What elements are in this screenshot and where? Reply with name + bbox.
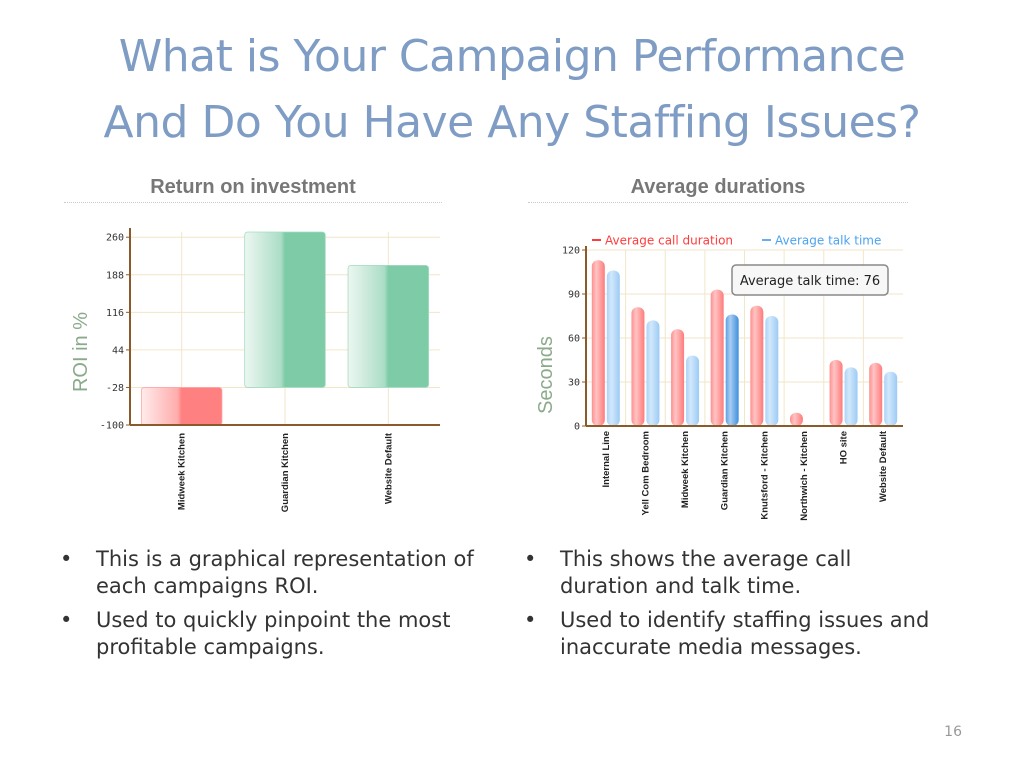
- legend-entry: Average call duration: [605, 234, 733, 248]
- durations-bar: [725, 314, 739, 426]
- bullet-icon: •: [60, 608, 73, 632]
- durations-category-label: Website Default: [878, 430, 889, 502]
- bullet-text: This shows the average call duration and…: [560, 547, 852, 598]
- durations-bullet-list: • This shows the average call duration an…: [520, 546, 940, 668]
- page-number: 16: [944, 724, 962, 740]
- durations-bar: [765, 316, 779, 426]
- durations-bar: [750, 305, 764, 426]
- roi-tick-label: -28: [106, 383, 124, 394]
- roi-tick-label: 116: [106, 308, 124, 319]
- durations-bar: [844, 367, 858, 426]
- slide-title-line-2: And Do You Have Any Staffing Issues?: [103, 97, 921, 148]
- roi-tick-label: 44: [112, 345, 124, 356]
- durations-tick-label: 90: [568, 290, 580, 301]
- slide-title: What is Your Campaign Performance And Do…: [0, 24, 1024, 156]
- roi-category-label: Website Default: [383, 432, 394, 504]
- tooltip-box: [731, 264, 889, 296]
- durations-bar: [671, 329, 685, 426]
- bullet-icon: •: [524, 608, 537, 632]
- durations-bar: [710, 289, 724, 426]
- durations-category-label: Knutsford - Kitchen: [759, 431, 770, 520]
- durations-bar: [789, 412, 803, 426]
- durations-bar: [591, 260, 605, 426]
- bullet-item: • Used to quickly pinpoint the most profi…: [56, 607, 476, 661]
- durations-tick-label: 0: [574, 422, 580, 433]
- durations-tooltip: Average talk time: 76: [731, 264, 889, 296]
- bullet-text: Used to quickly pinpoint the most profit…: [96, 608, 451, 659]
- roi-tick-label: 260: [106, 233, 124, 244]
- bullet-item: • This shows the average call duration an…: [520, 546, 940, 600]
- durations-bar: [646, 320, 660, 426]
- durations-category-label: Yell Com Bedroom: [640, 431, 651, 515]
- roi-category-label: Midweek Kitchen: [177, 433, 188, 510]
- bullet-icon: •: [60, 547, 73, 571]
- bullet-text: This is a graphical representation of ea…: [96, 547, 474, 598]
- roi-tick-label: -100: [100, 421, 124, 432]
- durations-bar: [606, 270, 620, 426]
- durations-tick-label: 30: [568, 378, 580, 389]
- roi-chart: Midweek Kitchen Guardian Kitchen Website D…: [70, 228, 440, 512]
- roi-tick-label: 188: [106, 270, 124, 281]
- roi-bar: [347, 264, 430, 388]
- tooltip-text: Average talk time: 76: [740, 274, 880, 289]
- roi-category-label: Guardian Kitchen: [280, 433, 291, 512]
- legend-entry: Average talk time: [775, 234, 881, 248]
- slide-title-line-1: What is Your Campaign Performance: [118, 31, 906, 82]
- roi-y-axis-label: ROI in %: [70, 312, 92, 392]
- durations-bar: [829, 360, 843, 426]
- durations-category-label: Guardian Kitchen: [720, 431, 731, 510]
- bullet-item: • Used to identify staffing issues and in…: [520, 607, 940, 661]
- durations-bar: [884, 371, 898, 426]
- durations-chart: Internal Line Yell Com Bedroom Midweek Kit…: [535, 234, 903, 521]
- durations-category-label: Midweek Kitchen: [680, 431, 691, 508]
- durations-category-label: Northwich - Kitchen: [799, 431, 810, 521]
- durations-tick-label: 120: [562, 246, 580, 257]
- durations-tick-label: 60: [568, 334, 580, 345]
- roi-bullet-list: • This is a graphical representation of e…: [56, 546, 476, 668]
- roi-bar: [140, 387, 223, 426]
- durations-chart-header: Average durations: [528, 176, 908, 203]
- bullet-icon: •: [524, 547, 537, 571]
- durations-bar: [869, 362, 883, 426]
- durations-y-axis-label: Seconds: [535, 336, 557, 414]
- bullet-text: Used to identify staffing issues and ina…: [560, 608, 930, 659]
- roi-bar: [244, 231, 326, 388]
- durations-category-label: Internal Line: [601, 431, 612, 487]
- durations-bar: [686, 355, 700, 426]
- durations-bar: [631, 307, 645, 426]
- bullet-item: • This is a graphical representation of e…: [56, 546, 476, 600]
- roi-chart-header: Return on investment: [64, 176, 442, 203]
- durations-category-label: HO site: [839, 431, 850, 464]
